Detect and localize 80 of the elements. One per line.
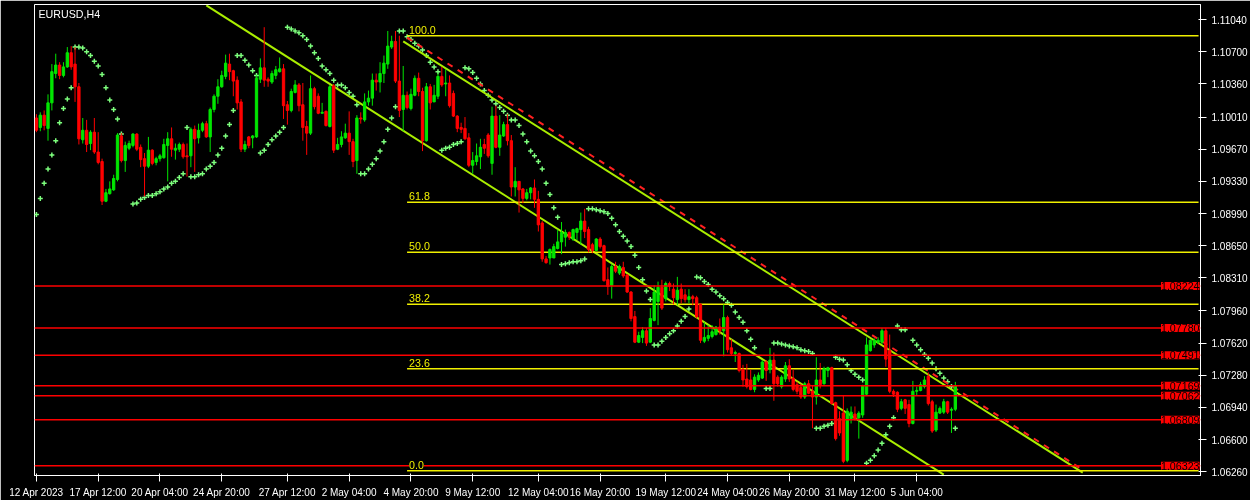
candlestick	[579, 212, 583, 246]
candlestick	[783, 361, 788, 383]
series-label: 0.0	[409, 458, 424, 471]
candlestick	[683, 288, 687, 303]
y-tick-label: 1.08650	[1211, 240, 1249, 252]
candlestick	[498, 114, 502, 157]
candlestick	[243, 140, 247, 153]
ref-line-label: 1.08224	[1160, 279, 1200, 292]
x-tick-label: 9 May 12:00	[445, 486, 501, 498]
x-tick-label: 17 Apr 12:00	[69, 486, 127, 498]
series-label: 50.0	[409, 240, 430, 253]
candlestick	[764, 359, 768, 382]
ref-line-label: 1.07780	[1160, 321, 1200, 334]
x-tick-label: 26 May 20:00	[759, 486, 821, 498]
candlestick	[81, 117, 85, 145]
candlestick	[401, 65, 405, 132]
x-tick-label: 16 May 20:00	[569, 486, 631, 498]
candlestick	[768, 347, 772, 374]
candlestick	[227, 53, 232, 81]
y-tick-label: 1.10700	[1211, 46, 1249, 58]
y-tick-label: 1.09670	[1211, 144, 1249, 156]
y-tick-label: 1.11040	[1211, 14, 1248, 26]
series-label: 23.6	[409, 356, 430, 369]
x-tick-label: 20 Apr 04:00	[131, 486, 189, 498]
x-tick-label: 4 May 20:00	[383, 486, 439, 498]
candlestick	[320, 102, 324, 114]
y-tick-label: 1.06600	[1211, 434, 1249, 446]
series-label: 61.8	[409, 190, 430, 203]
candlestick	[440, 66, 444, 88]
candlestick	[664, 281, 668, 302]
x-tick-label: 19 May 12:00	[635, 486, 697, 498]
y-tick-label: 1.06260	[1211, 466, 1249, 478]
y-tick-label: 1.06940	[1211, 402, 1249, 414]
candlestick	[687, 288, 691, 304]
candlestick	[123, 141, 127, 173]
x-tick-label: 2 May 04:00	[321, 486, 378, 498]
ref-line-label: 1.07169	[1160, 379, 1200, 392]
candlestick	[289, 88, 293, 113]
candlestick	[84, 119, 89, 153]
candlestick	[88, 129, 93, 151]
candlestick	[169, 126, 174, 158]
y-tick-label: 1.08310	[1211, 272, 1249, 284]
y-tick-label: 1.07280	[1211, 370, 1249, 382]
chart-title: EURUSD,H4	[38, 7, 101, 20]
ref-line-label: 1.07062	[1160, 389, 1200, 402]
candlestick	[38, 111, 42, 132]
candlestick	[312, 86, 317, 110]
x-tick-label: 12 May 04:00	[508, 486, 570, 498]
candlestick	[934, 404, 938, 433]
candlestick	[486, 132, 490, 159]
ref-line-label: 1.07491	[1160, 349, 1200, 362]
x-tick-label: 12 Apr 2023	[9, 486, 64, 498]
series-label: 100.0	[409, 23, 436, 36]
candlestick	[166, 131, 170, 182]
x-tick-label: 24 Apr 20:00	[193, 486, 251, 498]
ref-line-label: 1.06323	[1160, 459, 1200, 472]
candlestick	[513, 166, 517, 197]
candlestick	[444, 68, 448, 97]
y-tick-label: 1.10360	[1211, 78, 1249, 90]
candlestick	[185, 143, 189, 178]
candlestick	[517, 180, 521, 214]
y-tick-label: 1.07960	[1211, 305, 1249, 317]
y-tick-label: 1.10010	[1211, 112, 1249, 124]
y-tick-label: 1.09330	[1211, 176, 1249, 188]
x-tick-label: 27 Apr 12:00	[258, 486, 316, 498]
x-tick-label: 24 May 04:00	[697, 486, 759, 498]
candlestick	[370, 73, 374, 107]
series-label: 38.2	[409, 292, 430, 305]
candlestick	[262, 26, 266, 88]
candlestick	[193, 125, 197, 173]
candlestick	[42, 109, 46, 131]
candlestick	[428, 83, 432, 110]
candlestick	[610, 263, 614, 300]
ref-line-label: 1.06809	[1160, 413, 1200, 426]
y-tick-label: 1.08990	[1211, 208, 1249, 220]
y-tick-label: 1.07620	[1211, 338, 1249, 350]
candlestick	[474, 143, 479, 166]
candlestick	[656, 281, 660, 326]
x-tick-label: 31 May 12:00	[824, 486, 886, 498]
x-tick-label: 5 Jun 04:00	[890, 486, 944, 498]
